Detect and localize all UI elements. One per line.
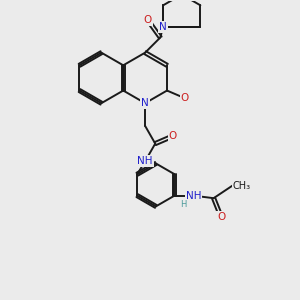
Text: O: O xyxy=(181,93,189,103)
Text: H: H xyxy=(180,200,186,209)
Text: O: O xyxy=(143,15,152,25)
Text: CH₃: CH₃ xyxy=(232,181,250,190)
Text: N: N xyxy=(159,22,167,32)
Text: NH: NH xyxy=(186,191,201,201)
Text: NH: NH xyxy=(137,156,153,166)
Text: O: O xyxy=(169,131,177,141)
Text: O: O xyxy=(217,212,225,222)
Text: N: N xyxy=(141,98,149,108)
